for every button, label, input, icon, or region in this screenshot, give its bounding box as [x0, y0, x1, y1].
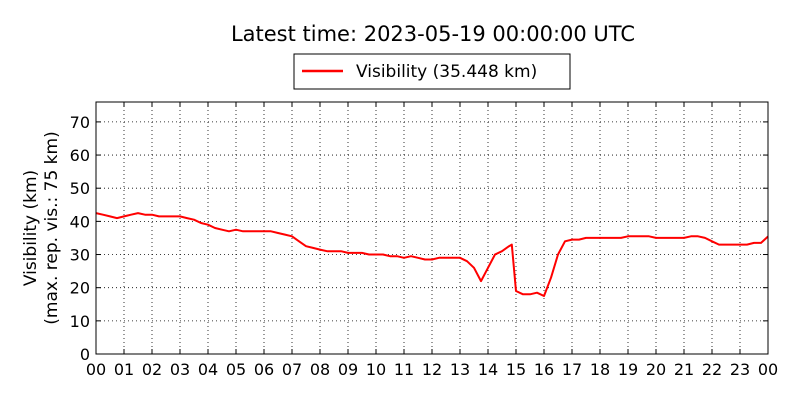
grid	[96, 102, 768, 354]
x-tick-label: 20	[646, 360, 666, 379]
x-axis: 00 01 02 03 04 05 06 07 08 09 10 11 12 13 14 15 16 17 18 19…	[86, 102, 778, 379]
x-tick-label: 05	[226, 360, 246, 379]
plot-frame	[95, 101, 769, 355]
x-tick-label: 23	[730, 360, 750, 379]
y-axis-label: Visibility (km) (max. rep. vis.: 75 km)	[21, 131, 62, 324]
y-tick-label: 20	[70, 279, 90, 298]
x-tick-label: 16	[534, 360, 554, 379]
x-tick-label: 15	[506, 360, 526, 379]
y-tick-label: 60	[70, 146, 90, 165]
y-axis-label-line1: Visibility (km)	[21, 170, 41, 286]
x-tick-label: 03	[170, 360, 190, 379]
visibility-series-line	[95, 212, 769, 297]
x-tick-label: 11	[394, 360, 414, 379]
x-tick-label: 04	[198, 360, 218, 379]
x-tick-label: 13	[450, 360, 470, 379]
x-tick-label: 01	[114, 360, 134, 379]
x-tick-label: 22	[702, 360, 722, 379]
x-tick-label: 14	[478, 360, 498, 379]
x-tick-label: 02	[142, 360, 162, 379]
y-tick-label: 0	[80, 345, 90, 364]
y-tick-label: 30	[70, 246, 90, 265]
x-tick-label: 09	[338, 360, 358, 379]
x-tick-label: 10	[366, 360, 386, 379]
x-tick-label: 19	[618, 360, 638, 379]
x-tick-label: 00	[86, 360, 106, 379]
x-tick-label: 21	[674, 360, 694, 379]
x-tick-label: 12	[422, 360, 442, 379]
x-tick-label: 08	[310, 360, 330, 379]
x-tick-label: 07	[282, 360, 302, 379]
y-axis: 0 10 20 30 40 50 60 70	[70, 113, 768, 364]
x-tick-label: 00	[758, 360, 778, 379]
x-tick-label: 06	[254, 360, 274, 379]
chart-title: Latest time: 2023-05-19 00:00:00 UTC	[231, 22, 635, 46]
y-tick-label: 70	[70, 113, 90, 132]
y-tick-label: 10	[70, 312, 90, 331]
y-axis-label-line2: (max. rep. vis.: 75 km)	[42, 131, 62, 324]
y-tick-label: 50	[70, 179, 90, 198]
y-tick-label: 40	[70, 212, 90, 231]
legend-label: Visibility (35.448 km)	[356, 62, 537, 82]
legend: Visibility (35.448 km)	[293, 53, 571, 90]
x-tick-label: 17	[562, 360, 582, 379]
x-tick-label: 18	[590, 360, 610, 379]
